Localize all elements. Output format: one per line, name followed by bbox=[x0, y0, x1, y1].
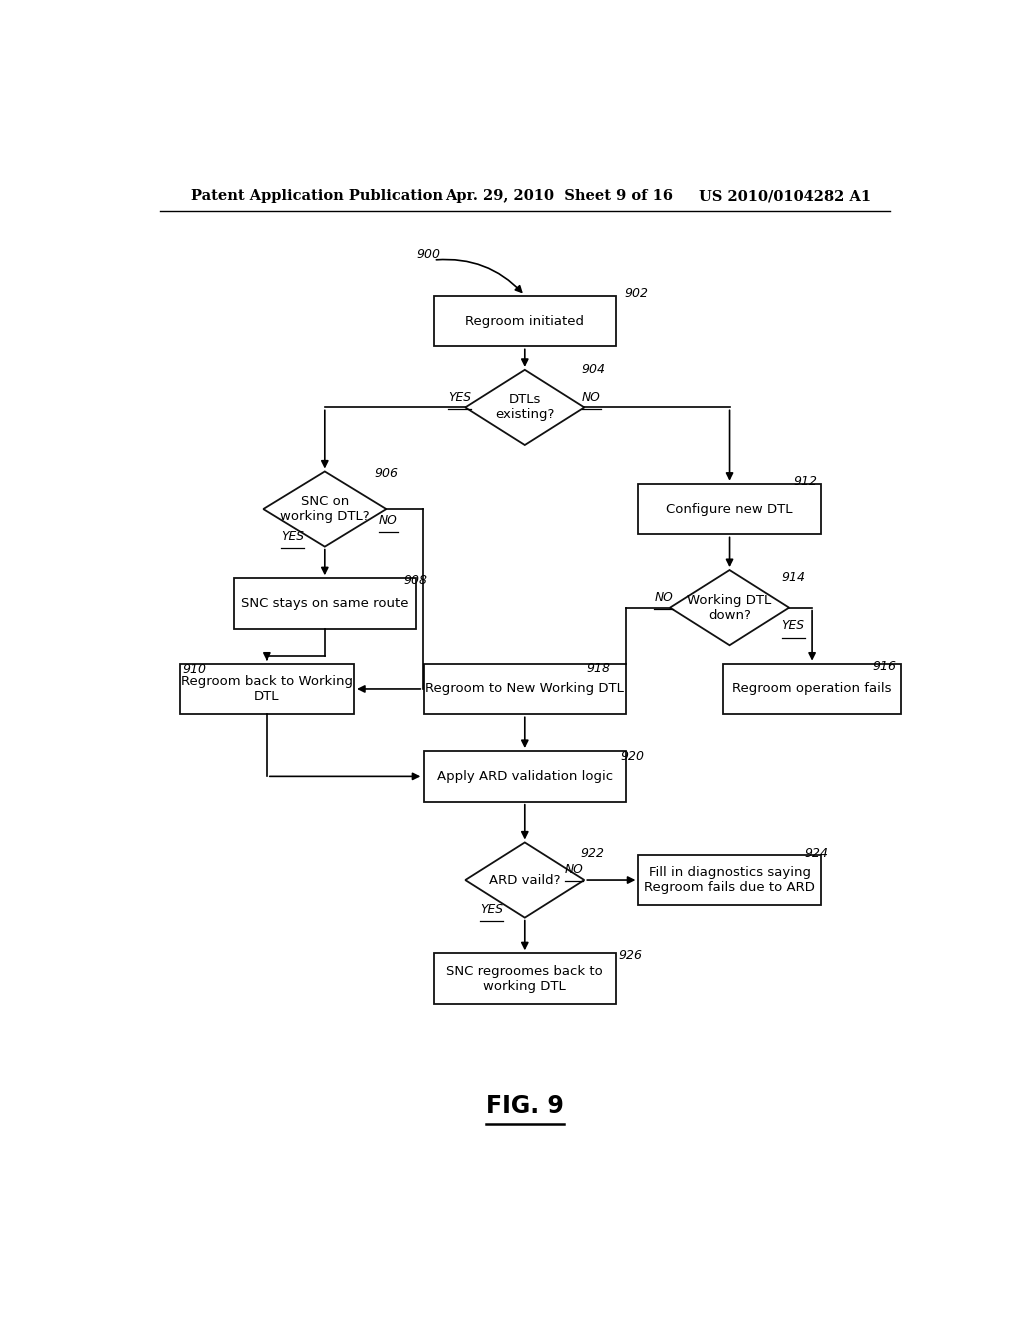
Text: 908: 908 bbox=[403, 574, 427, 586]
Text: 914: 914 bbox=[782, 570, 806, 583]
Text: YES: YES bbox=[449, 391, 471, 404]
FancyBboxPatch shape bbox=[433, 953, 616, 1005]
Text: Working DTL
down?: Working DTL down? bbox=[687, 594, 772, 622]
Text: NO: NO bbox=[564, 863, 584, 876]
Text: Configure new DTL: Configure new DTL bbox=[667, 503, 793, 516]
Text: YES: YES bbox=[781, 619, 805, 632]
Text: Fill in diagnostics saying
Regroom fails due to ARD: Fill in diagnostics saying Regroom fails… bbox=[644, 866, 815, 894]
Text: 902: 902 bbox=[624, 286, 648, 300]
FancyBboxPatch shape bbox=[424, 664, 626, 714]
FancyBboxPatch shape bbox=[723, 664, 901, 714]
FancyBboxPatch shape bbox=[179, 664, 354, 714]
Polygon shape bbox=[670, 570, 790, 645]
Polygon shape bbox=[465, 842, 585, 917]
Text: Regroom to New Working DTL: Regroom to New Working DTL bbox=[425, 682, 625, 696]
Text: 926: 926 bbox=[618, 949, 642, 962]
Text: 918: 918 bbox=[587, 663, 610, 675]
FancyBboxPatch shape bbox=[638, 854, 821, 906]
Text: Regroom back to Working
DTL: Regroom back to Working DTL bbox=[181, 675, 353, 704]
Text: 910: 910 bbox=[182, 663, 206, 676]
Text: SNC on
working DTL?: SNC on working DTL? bbox=[280, 495, 370, 523]
Text: 916: 916 bbox=[872, 660, 896, 673]
FancyBboxPatch shape bbox=[433, 296, 616, 346]
Text: 920: 920 bbox=[620, 750, 644, 763]
Polygon shape bbox=[465, 370, 585, 445]
Text: NO: NO bbox=[654, 591, 673, 605]
Text: YES: YES bbox=[480, 903, 503, 916]
Polygon shape bbox=[263, 471, 386, 546]
Text: 924: 924 bbox=[805, 847, 829, 861]
Text: 922: 922 bbox=[581, 847, 604, 861]
Text: NO: NO bbox=[379, 513, 397, 527]
Text: NO: NO bbox=[582, 391, 601, 404]
FancyBboxPatch shape bbox=[233, 578, 416, 630]
Text: FIG. 9: FIG. 9 bbox=[485, 1094, 564, 1118]
Text: SNC regroomes back to
working DTL: SNC regroomes back to working DTL bbox=[446, 965, 603, 993]
Text: 912: 912 bbox=[793, 475, 817, 488]
Text: US 2010/0104282 A1: US 2010/0104282 A1 bbox=[699, 189, 871, 203]
Text: 904: 904 bbox=[582, 363, 606, 376]
Text: Patent Application Publication: Patent Application Publication bbox=[191, 189, 443, 203]
Text: SNC stays on same route: SNC stays on same route bbox=[241, 597, 409, 610]
Text: DTLs
existing?: DTLs existing? bbox=[496, 393, 554, 421]
Text: 900: 900 bbox=[416, 248, 440, 261]
Text: Regroom operation fails: Regroom operation fails bbox=[732, 682, 892, 696]
FancyBboxPatch shape bbox=[638, 483, 821, 535]
FancyBboxPatch shape bbox=[424, 751, 626, 801]
Text: Regroom initiated: Regroom initiated bbox=[465, 314, 585, 327]
Text: YES: YES bbox=[281, 531, 304, 543]
Text: Apply ARD validation logic: Apply ARD validation logic bbox=[437, 770, 612, 783]
Text: ARD vaild?: ARD vaild? bbox=[489, 874, 560, 887]
Text: Apr. 29, 2010  Sheet 9 of 16: Apr. 29, 2010 Sheet 9 of 16 bbox=[445, 189, 674, 203]
Text: 906: 906 bbox=[374, 467, 398, 480]
